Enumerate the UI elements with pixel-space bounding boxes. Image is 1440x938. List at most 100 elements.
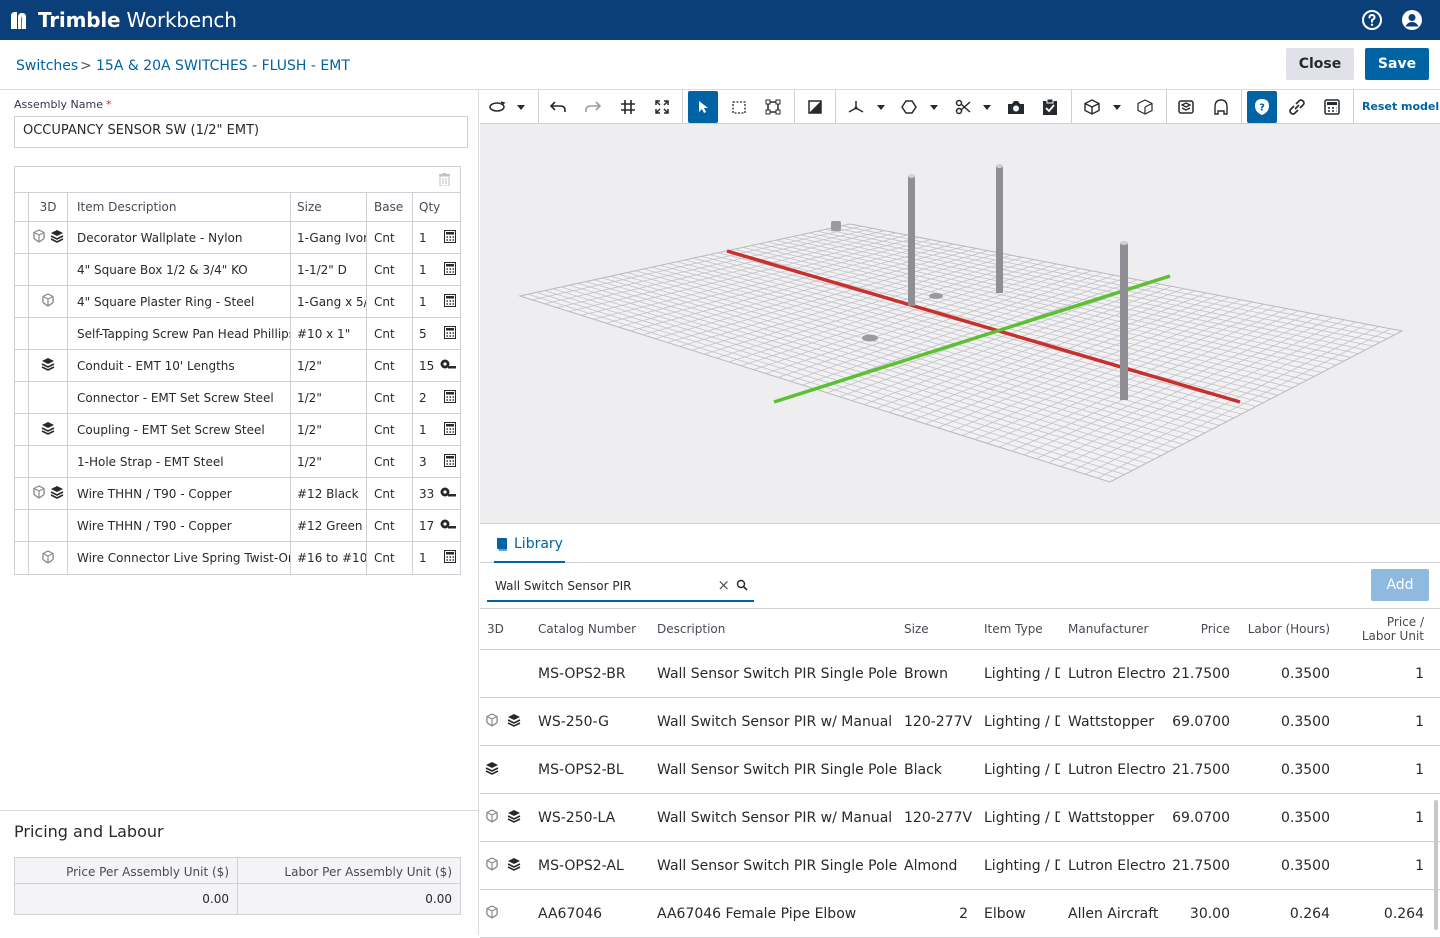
clip-tool-button[interactable] [951, 91, 975, 123]
app-logo[interactable]: Trimble Workbench [8, 6, 237, 34]
item-description[interactable]: Decorator Wallplate - Nylon [68, 222, 291, 253]
3d-model-icon[interactable] [485, 712, 499, 731]
col-header-base[interactable]: Base [367, 193, 413, 221]
item-qty[interactable]: 2 [413, 382, 460, 413]
select-tool-button[interactable] [688, 91, 718, 123]
item-description[interactable]: Wire THHN / T90 - Copper [68, 478, 291, 509]
item-description[interactable]: Wire THHN / T90 - Copper [68, 510, 291, 541]
item-size[interactable]: 1-1/2" D [291, 254, 367, 285]
table-row[interactable]: WS-250-G Wall Switch Sensor PIR w/ Manual… [480, 698, 1440, 746]
clipboard-check-button[interactable] [1038, 91, 1062, 123]
item-size[interactable]: 1/2" [291, 382, 367, 413]
item-base[interactable]: Cnt [367, 478, 413, 509]
item-qty[interactable]: 1 [413, 222, 460, 253]
item-description[interactable]: Self-Tapping Screw Pan Head Phillips- [68, 318, 291, 349]
3d-model-icon[interactable] [485, 856, 499, 875]
labor-per-unit-value[interactable]: 0.00 [425, 892, 452, 906]
table-row[interactable]: Coupling - EMT Set Screw Steel 1/2" Cnt 1 [15, 414, 460, 446]
col-header-manufacturer[interactable]: Manufacturer [1068, 622, 1149, 636]
item-qty[interactable]: 1 [413, 414, 460, 445]
conduit-model-2[interactable] [996, 164, 1003, 293]
3d-model-viewport[interactable] [480, 124, 1440, 524]
view-cube-dropdown[interactable] [1110, 91, 1124, 123]
layers-icon[interactable] [507, 857, 521, 875]
item-base[interactable]: Cnt [367, 446, 413, 477]
undo-button[interactable] [546, 91, 570, 123]
table-row[interactable]: Self-Tapping Screw Pan Head Phillips- #10… [15, 318, 460, 350]
item-description[interactable]: Conduit - EMT 10' Lengths [68, 350, 291, 381]
object-view-button[interactable] [1133, 91, 1157, 123]
col-header-catalog[interactable]: Catalog Number [538, 622, 637, 636]
clear-search-icon[interactable]: × [717, 576, 730, 594]
item-qty[interactable]: 1 [413, 286, 460, 317]
help-mode-button[interactable]: ? [1247, 91, 1277, 123]
calculator-icon[interactable] [444, 261, 456, 278]
col-header-price[interactable]: Price [1200, 622, 1230, 636]
table-row[interactable]: Wire Connector Live Spring Twist-On - #16… [15, 542, 460, 574]
layers-icon[interactable] [507, 809, 521, 827]
table-row[interactable]: WS-250-LA Wall Switch Sensor PIR w/ Manua… [480, 794, 1440, 842]
item-size[interactable]: #16 to #10 [291, 542, 367, 574]
price-per-unit-value[interactable]: 0.00 [202, 892, 229, 906]
delete-icon[interactable] [439, 173, 450, 186]
item-size[interactable]: #12 Green [291, 510, 367, 541]
table-row[interactable]: MS-OPS2-BR Wall Sensor Switch PIR Single … [480, 650, 1440, 698]
item-qty[interactable]: 15 [413, 350, 460, 381]
tape-measure-icon[interactable] [440, 518, 456, 533]
measure-button[interactable] [844, 91, 868, 123]
col-header-3d[interactable]: 3D [487, 622, 504, 636]
add-button[interactable]: Add [1371, 569, 1429, 601]
item-base[interactable]: Cnt [367, 382, 413, 413]
table-row[interactable]: Conduit - EMT 10' Lengths 1/2" Cnt 15 [15, 350, 460, 382]
render-mode-button[interactable] [1174, 91, 1198, 123]
layers-icon[interactable] [41, 421, 55, 438]
layers-icon[interactable] [50, 485, 64, 502]
orbit-dropdown[interactable] [514, 91, 528, 123]
item-size[interactable]: #12 Black [291, 478, 367, 509]
section-plane-button[interactable] [803, 91, 827, 123]
3d-model-icon[interactable] [32, 229, 46, 246]
shape-dropdown[interactable] [927, 91, 941, 123]
3d-model-icon[interactable] [485, 904, 499, 923]
box-model[interactable] [831, 221, 841, 231]
table-row[interactable]: MS-OPS2-BL Wall Sensor Switch PIR Single … [480, 746, 1440, 794]
item-qty[interactable]: 1 [413, 542, 460, 574]
item-base[interactable]: Cnt [367, 254, 413, 285]
item-description[interactable]: Wire Connector Live Spring Twist-On - [68, 542, 291, 574]
area-select-button[interactable] [727, 91, 751, 123]
3d-model-icon[interactable] [41, 549, 55, 567]
view-cube-button[interactable] [1080, 91, 1104, 123]
orbit-tool-button[interactable] [484, 91, 512, 123]
item-base[interactable]: Cnt [367, 318, 413, 349]
calculator-icon[interactable] [444, 389, 456, 406]
col-header-item-type[interactable]: Item Type [984, 622, 1043, 636]
table-row[interactable]: 4" Square Box 1/2 & 3/4" KO 1-1/2" D Cnt 1 [15, 254, 460, 286]
col-header-description[interactable]: Description [657, 622, 726, 636]
col-header-labor[interactable]: Labor (Hours) [1247, 622, 1330, 636]
assembly-name-input[interactable]: OCCUPANCY SENSOR SW (1/2" EMT) [14, 116, 468, 148]
library-scrollbar[interactable] [1434, 800, 1438, 930]
3d-model-icon[interactable] [32, 485, 46, 502]
table-row[interactable]: Connector - EMT Set Screw Steel 1/2" Cnt 2 [15, 382, 460, 414]
item-qty[interactable]: 17 [413, 510, 460, 541]
save-button[interactable]: Save [1365, 48, 1429, 80]
connector-model[interactable] [862, 334, 878, 342]
calculator-icon[interactable] [444, 229, 456, 246]
layers-icon[interactable] [50, 229, 64, 246]
shape-tool-button[interactable] [897, 91, 921, 123]
snapshot-button[interactable] [1004, 91, 1028, 123]
calculator-button[interactable] [1320, 91, 1344, 123]
item-base[interactable]: Cnt [367, 286, 413, 317]
tape-measure-icon[interactable] [440, 486, 456, 501]
col-header-size[interactable]: Size [904, 622, 929, 636]
item-base[interactable]: Cnt [367, 542, 413, 574]
redo-button[interactable] [581, 91, 605, 123]
col-header-size[interactable]: Size [291, 193, 367, 221]
item-description[interactable]: 1-Hole Strap - EMT Steel [68, 446, 291, 477]
user-account-icon[interactable] [1400, 8, 1424, 32]
item-qty[interactable]: 33 [413, 478, 460, 509]
table-row[interactable]: 4" Square Plaster Ring - Steel 1-Gang x 5… [15, 286, 460, 318]
search-icon[interactable] [736, 579, 748, 591]
calculator-icon[interactable] [444, 453, 456, 470]
